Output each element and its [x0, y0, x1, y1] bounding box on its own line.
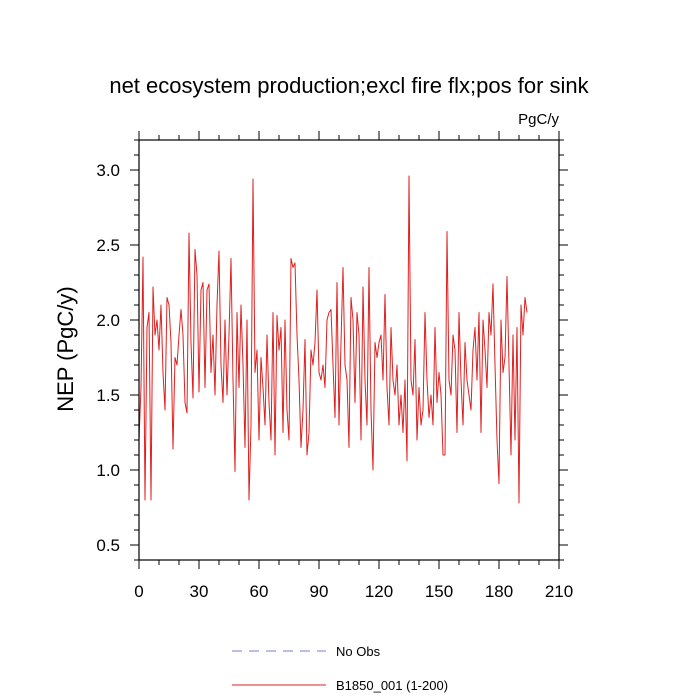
y-tick-label: 3.0: [96, 161, 120, 180]
x-tick-label: 90: [310, 582, 329, 601]
axis-ticks: [130, 131, 568, 569]
y-tick-label: 1.5: [96, 386, 120, 405]
x-tick-label: 180: [485, 582, 513, 601]
x-tick-label: 30: [190, 582, 209, 601]
x-tick-label: 150: [425, 582, 453, 601]
y-axis-title: NEP (PgC/y): [53, 286, 78, 412]
y-tick-label: 2.5: [96, 236, 120, 255]
x-tick-label: 60: [250, 582, 269, 601]
legend: No Obs B1850_001 (1-200): [232, 644, 448, 693]
y-tick-label: 0.5: [96, 536, 120, 555]
x-tick-label: 0: [134, 582, 143, 601]
legend-no-obs-label: No Obs: [336, 644, 381, 659]
x-tick-label: 120: [365, 582, 393, 601]
x-tick-label: 210: [545, 582, 573, 601]
tick-labels: 0 30 60 90 120 150 180 210 0.5 1.0 1.5 2.0 2.5 3.0: [96, 161, 573, 601]
plot-area: [138, 175, 528, 504]
chart-title: net ecosystem production;excl fire flx;p…: [109, 73, 589, 98]
legend-b1850-label: B1850_001 (1-200): [336, 678, 448, 693]
plot-frame: [138, 139, 560, 561]
y-tick-label: 2.0: [96, 311, 120, 330]
units-label: PgC/y: [518, 111, 559, 128]
series-line-b1850-001: [138, 175, 528, 504]
y-tick-label: 1.0: [96, 461, 120, 480]
